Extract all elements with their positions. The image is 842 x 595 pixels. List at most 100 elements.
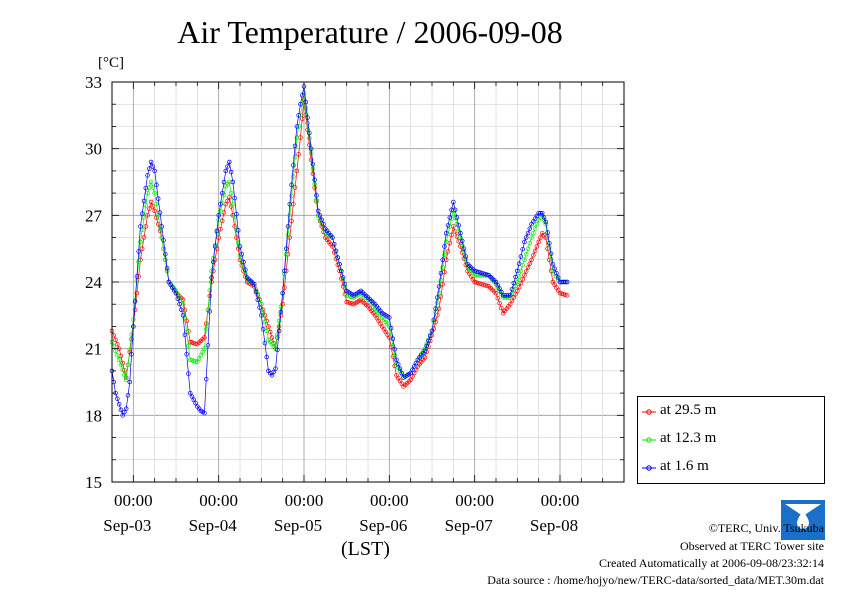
- data-point: [120, 367, 125, 373]
- data-point: [527, 240, 533, 246]
- data-point: [223, 168, 229, 174]
- data-point: [520, 263, 525, 268]
- data-point: [303, 105, 309, 111]
- data-point: [216, 213, 221, 218]
- data-point: [422, 355, 428, 360]
- data-point: [495, 295, 501, 301]
- data-point: [299, 93, 305, 98]
- data-point: [305, 127, 310, 133]
- data-point: [440, 257, 445, 263]
- data-point: [495, 283, 501, 288]
- data-point: [538, 210, 543, 216]
- data-point: [154, 201, 159, 207]
- legend-item: at 1.6 m: [638, 457, 824, 477]
- data-point: [143, 185, 149, 191]
- chart-title: Air Temperature / 2006-09-08: [177, 14, 563, 50]
- data-point: [230, 201, 236, 207]
- data-point: [227, 195, 232, 200]
- data-point: [545, 230, 550, 235]
- data-point: [541, 215, 547, 220]
- data-point: [436, 290, 442, 296]
- data-point: [511, 280, 517, 286]
- data-point: [321, 221, 326, 227]
- data-point: [531, 253, 536, 258]
- data-point: [282, 268, 287, 274]
- data-point: [145, 213, 150, 218]
- data-point: [269, 335, 275, 340]
- data-point: [547, 245, 552, 250]
- data-point: [179, 307, 184, 313]
- data-point: [317, 213, 323, 218]
- data-point: [259, 313, 264, 318]
- data-point: [499, 289, 504, 295]
- data-point: [285, 224, 291, 229]
- x-tick-label: 00:00: [285, 491, 324, 510]
- data-point: [438, 270, 444, 276]
- data-point: [202, 410, 207, 416]
- data-point: [232, 195, 237, 201]
- y-axis: 15 18 21 24 27 30 33: [85, 73, 624, 492]
- data-point: [426, 338, 431, 344]
- data-point: [118, 407, 124, 413]
- data-point: [543, 219, 549, 225]
- data-point: [527, 226, 533, 231]
- data-point: [458, 235, 463, 240]
- data-point: [550, 261, 556, 267]
- data-point: [161, 238, 166, 243]
- data-point: [273, 366, 278, 371]
- data-point: [259, 301, 264, 307]
- data-point: [310, 171, 316, 176]
- data-point: [388, 325, 394, 331]
- data-point: [527, 261, 533, 266]
- data-point: [499, 305, 504, 311]
- series-layer: [109, 84, 570, 418]
- data-point: [445, 249, 451, 254]
- data-point: [536, 239, 541, 245]
- data-point: [387, 315, 392, 320]
- data-point: [342, 281, 348, 287]
- data-point: [253, 289, 259, 295]
- data-point: [296, 151, 301, 157]
- data-point: [427, 333, 433, 339]
- data-point: [139, 246, 145, 251]
- x-tick-label: 00:00: [114, 491, 153, 510]
- data-point: [507, 293, 513, 298]
- data-point: [282, 285, 287, 290]
- data-point: [509, 298, 515, 304]
- x-date-label: Sep-08: [530, 516, 578, 535]
- data-point: [461, 246, 467, 251]
- data-point: [264, 328, 269, 334]
- data-point: [333, 248, 339, 254]
- data-point: [232, 224, 237, 229]
- data-point: [207, 309, 213, 314]
- x-tick-label: 00:00: [199, 491, 238, 510]
- data-point: [289, 182, 294, 188]
- data-point: [534, 244, 540, 249]
- data-point: [319, 217, 325, 223]
- data-point: [337, 261, 342, 267]
- data-point: [225, 198, 230, 204]
- data-point: [287, 213, 293, 218]
- data-point: [129, 332, 134, 338]
- data-point: [522, 273, 527, 278]
- legend-label: at 29.5 m: [660, 402, 717, 418]
- data-point: [200, 349, 205, 355]
- data-point: [141, 198, 147, 204]
- data-point: [141, 235, 147, 240]
- data-point: [307, 130, 312, 136]
- data-point: [307, 142, 312, 148]
- data-point: [294, 124, 300, 129]
- data-point: [447, 215, 453, 220]
- data-point: [342, 285, 348, 290]
- data-point: [161, 246, 166, 251]
- data-point: [211, 259, 216, 265]
- data-point: [251, 281, 257, 287]
- data-point: [152, 168, 157, 174]
- data-point: [452, 207, 458, 213]
- data-point: [438, 278, 444, 283]
- y-axis-unit-label: [°C]: [98, 55, 124, 71]
- data-point: [296, 113, 301, 118]
- data-point: [331, 241, 337, 247]
- x-date-label: Sep-05: [274, 516, 322, 535]
- data-point: [132, 299, 138, 304]
